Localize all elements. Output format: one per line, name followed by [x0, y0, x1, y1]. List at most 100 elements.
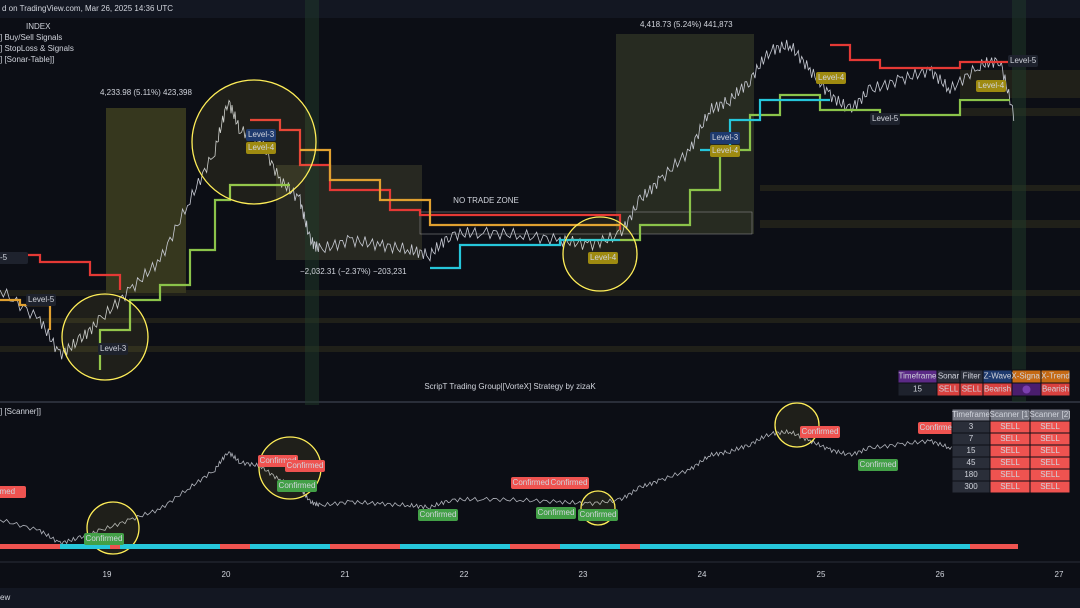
- measure-label: −2,032.31 (−2.37%) −203,231: [300, 267, 407, 276]
- confirmed-badge: [418, 509, 458, 521]
- footer-bar: [0, 588, 1080, 608]
- scanner-value: 15: [967, 446, 976, 455]
- confirmed-label: Confirmed: [920, 423, 957, 432]
- signal-bar-cyan: [250, 544, 330, 549]
- pane-title: ] [Scanner]]: [0, 407, 41, 416]
- indicator-label: ] [Sonar-Table]]: [0, 55, 54, 64]
- level-badge: [588, 252, 618, 264]
- scanner-cell: [1029, 480, 1071, 494]
- scanner-value: SELL: [1040, 422, 1060, 431]
- confirmed-badge: [277, 480, 317, 492]
- confirmed-badge: [285, 460, 325, 472]
- table-value: SELL: [939, 385, 959, 394]
- confirmed-label: Confirmed: [279, 481, 316, 490]
- confirmed-badge: [918, 422, 958, 434]
- confirmed-badge: [511, 477, 551, 489]
- table-value: 15: [913, 385, 922, 394]
- scanner-value: SELL: [1000, 446, 1020, 455]
- scanner-value: SELL: [1000, 434, 1020, 443]
- source-label: d on TradingView.com, Mar 26, 2025 14:36…: [2, 4, 173, 13]
- table-header: Z-Wave: [984, 372, 1012, 381]
- confirmed-label: Confirmed: [287, 461, 324, 470]
- zone: [0, 346, 1080, 352]
- price-line-lower: [0, 429, 1015, 546]
- scanner-value: 180: [964, 470, 978, 479]
- level-badge: [816, 72, 846, 84]
- decorations: [0, 0, 1080, 555]
- watermark: ScripT Trading Group|[VorteX] Strategy b…: [424, 382, 596, 391]
- scanner-value: SELL: [1000, 458, 1020, 467]
- confirmed-badge: [84, 533, 124, 545]
- level-badge: [98, 343, 128, 355]
- scanner-value: SELL: [1000, 470, 1020, 479]
- level-badge: [0, 252, 28, 264]
- scanner-value: SELL: [1040, 434, 1060, 443]
- stop-cyan: [430, 238, 620, 270]
- level-label: Level-3: [712, 133, 739, 142]
- confirmed-badge: [858, 459, 898, 471]
- scanner-header: Timeframe: [952, 410, 990, 419]
- table-value: Bearish: [984, 385, 1011, 394]
- confirmed-label: rmed: [0, 487, 15, 496]
- signal-bar-cyan: [120, 544, 220, 549]
- zone: [0, 290, 1080, 296]
- signal-bar-cyan: [60, 544, 110, 549]
- confirmed-badge: [549, 477, 589, 489]
- level-label: Level-4: [712, 146, 739, 155]
- zone: [760, 220, 1080, 228]
- scanner-value: SELL: [1000, 422, 1020, 431]
- scanner-header: Scanner [1]: [990, 410, 1031, 419]
- level-label: Level-3: [100, 344, 127, 353]
- level-label: Level-4: [590, 253, 617, 262]
- scanner-value: SELL: [1040, 482, 1060, 491]
- no-trade-zone: NO TRADE ZONE: [453, 196, 519, 205]
- table-value: Bearish: [1042, 385, 1069, 394]
- confirmed-label: Confirmed: [513, 478, 550, 487]
- level-label: Level-4: [248, 143, 275, 152]
- top-bar: [0, 0, 1080, 18]
- x-tick-label: 27: [1055, 570, 1064, 579]
- level-label: Level-5: [872, 114, 899, 123]
- signal-bar-cyan: [640, 544, 970, 549]
- level-label: Level-5: [1010, 56, 1037, 65]
- confirmed-badge: [800, 426, 840, 438]
- session-band: [1012, 0, 1026, 402]
- level-label: Level-5: [28, 295, 55, 304]
- level-badge: [26, 294, 56, 306]
- level-label: Level-4: [978, 81, 1005, 90]
- x-tick-label: 22: [460, 570, 469, 579]
- confirmed-label: Confirmed: [538, 508, 575, 517]
- signal-bar-cyan: [400, 544, 510, 549]
- confirmed-badge: [536, 507, 576, 519]
- table-header: X-Signal: [1011, 372, 1041, 381]
- confirmed-label: Confirmed: [580, 510, 617, 519]
- stop-orange: [0, 298, 52, 330]
- x-tick-label: 21: [341, 570, 350, 579]
- session-band: [305, 0, 319, 405]
- level-badge: [870, 113, 900, 125]
- zone: [760, 185, 1080, 191]
- confirmed-label: Confirmed: [86, 534, 123, 543]
- level-badge: [246, 129, 276, 141]
- x-tick-label: 24: [698, 570, 707, 579]
- indicator-label: ] Buy/Sell Signals: [0, 33, 62, 42]
- scanner-value: SELL: [1040, 446, 1060, 455]
- scanner-value: 45: [967, 458, 976, 467]
- signal-icon: [1022, 385, 1031, 394]
- scanner-value: SELL: [1000, 482, 1020, 491]
- scanner-value: 3: [969, 422, 974, 431]
- stop-red: [0, 253, 122, 290]
- signal-bar-cyan: [560, 544, 620, 549]
- scanner-value: 300: [964, 482, 978, 491]
- highlight-circle: [61, 293, 149, 381]
- x-tick-label: 20: [222, 570, 231, 579]
- table-header: Filter: [963, 372, 981, 381]
- highlight-circle: [774, 402, 820, 448]
- scanner-value: 7: [969, 434, 974, 443]
- level-badge: [246, 142, 276, 154]
- stop-red: [250, 118, 622, 230]
- x-tick-label: 19: [103, 570, 112, 579]
